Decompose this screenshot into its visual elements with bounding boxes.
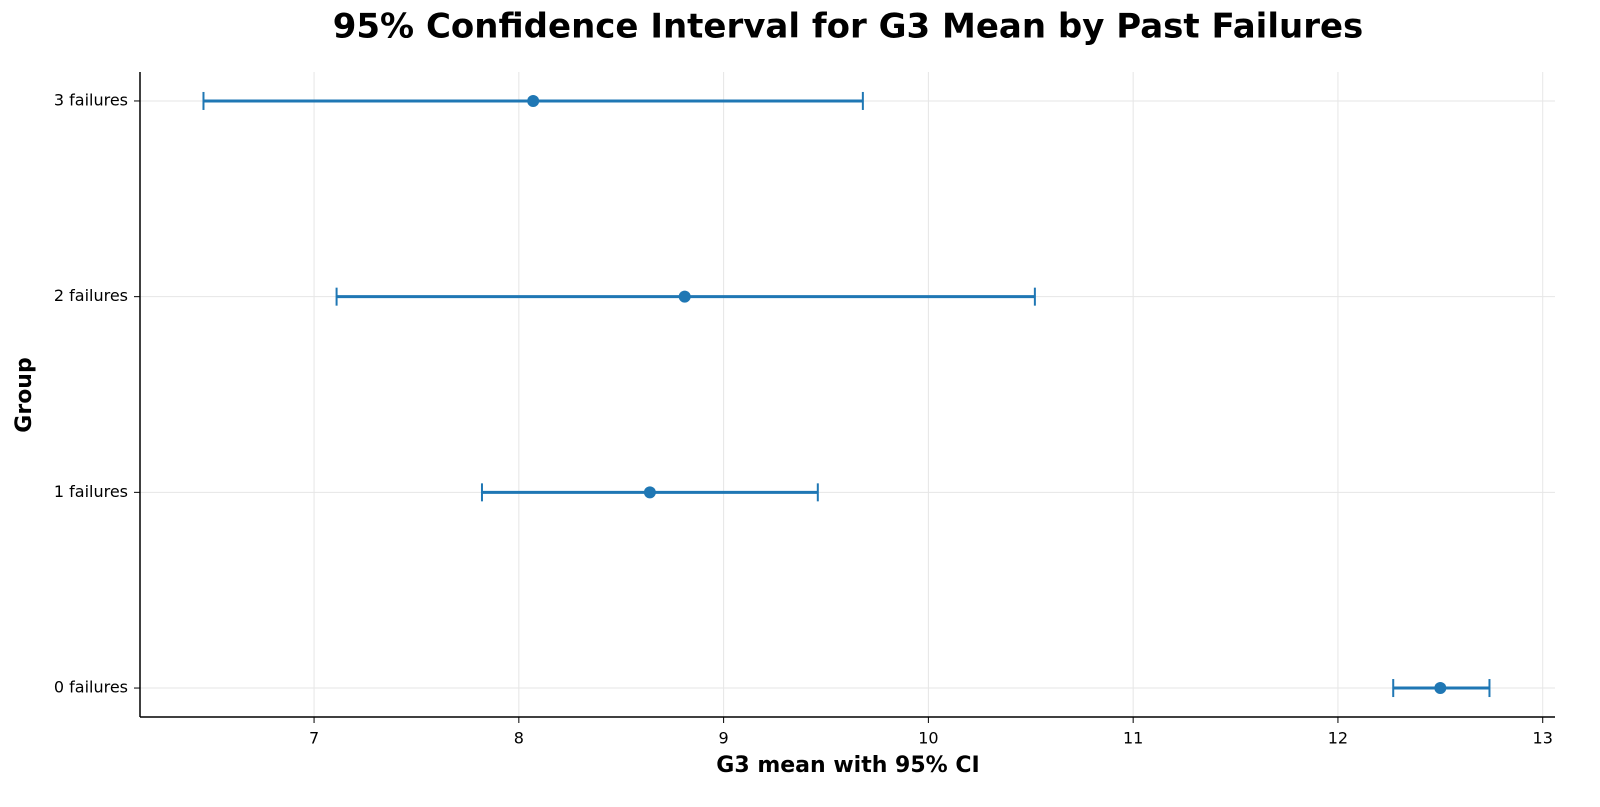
mean-point <box>1434 682 1447 695</box>
y-tick-label: 0 failures <box>54 678 128 697</box>
x-tick-label: 8 <box>514 729 524 748</box>
mean-point <box>643 486 656 499</box>
mean-point <box>527 94 540 107</box>
x-tick-label: 7 <box>309 729 319 748</box>
x-tick-label: 9 <box>719 729 729 748</box>
y-tick-label: 2 failures <box>54 286 128 305</box>
x-tick-label: 13 <box>1533 729 1553 748</box>
chart-title: 95% Confidence Interval for G3 Mean by P… <box>333 7 1364 47</box>
x-tick-label: 11 <box>1123 729 1143 748</box>
mean-point <box>678 290 691 303</box>
y-axis-label: Group <box>12 357 37 432</box>
y-tick-label: 3 failures <box>54 90 128 109</box>
x-tick-label: 12 <box>1328 729 1348 748</box>
x-axis-label: G3 mean with 95% CI <box>716 753 979 778</box>
y-tick-label: 1 failures <box>54 482 128 501</box>
x-tick-label: 10 <box>918 729 938 748</box>
